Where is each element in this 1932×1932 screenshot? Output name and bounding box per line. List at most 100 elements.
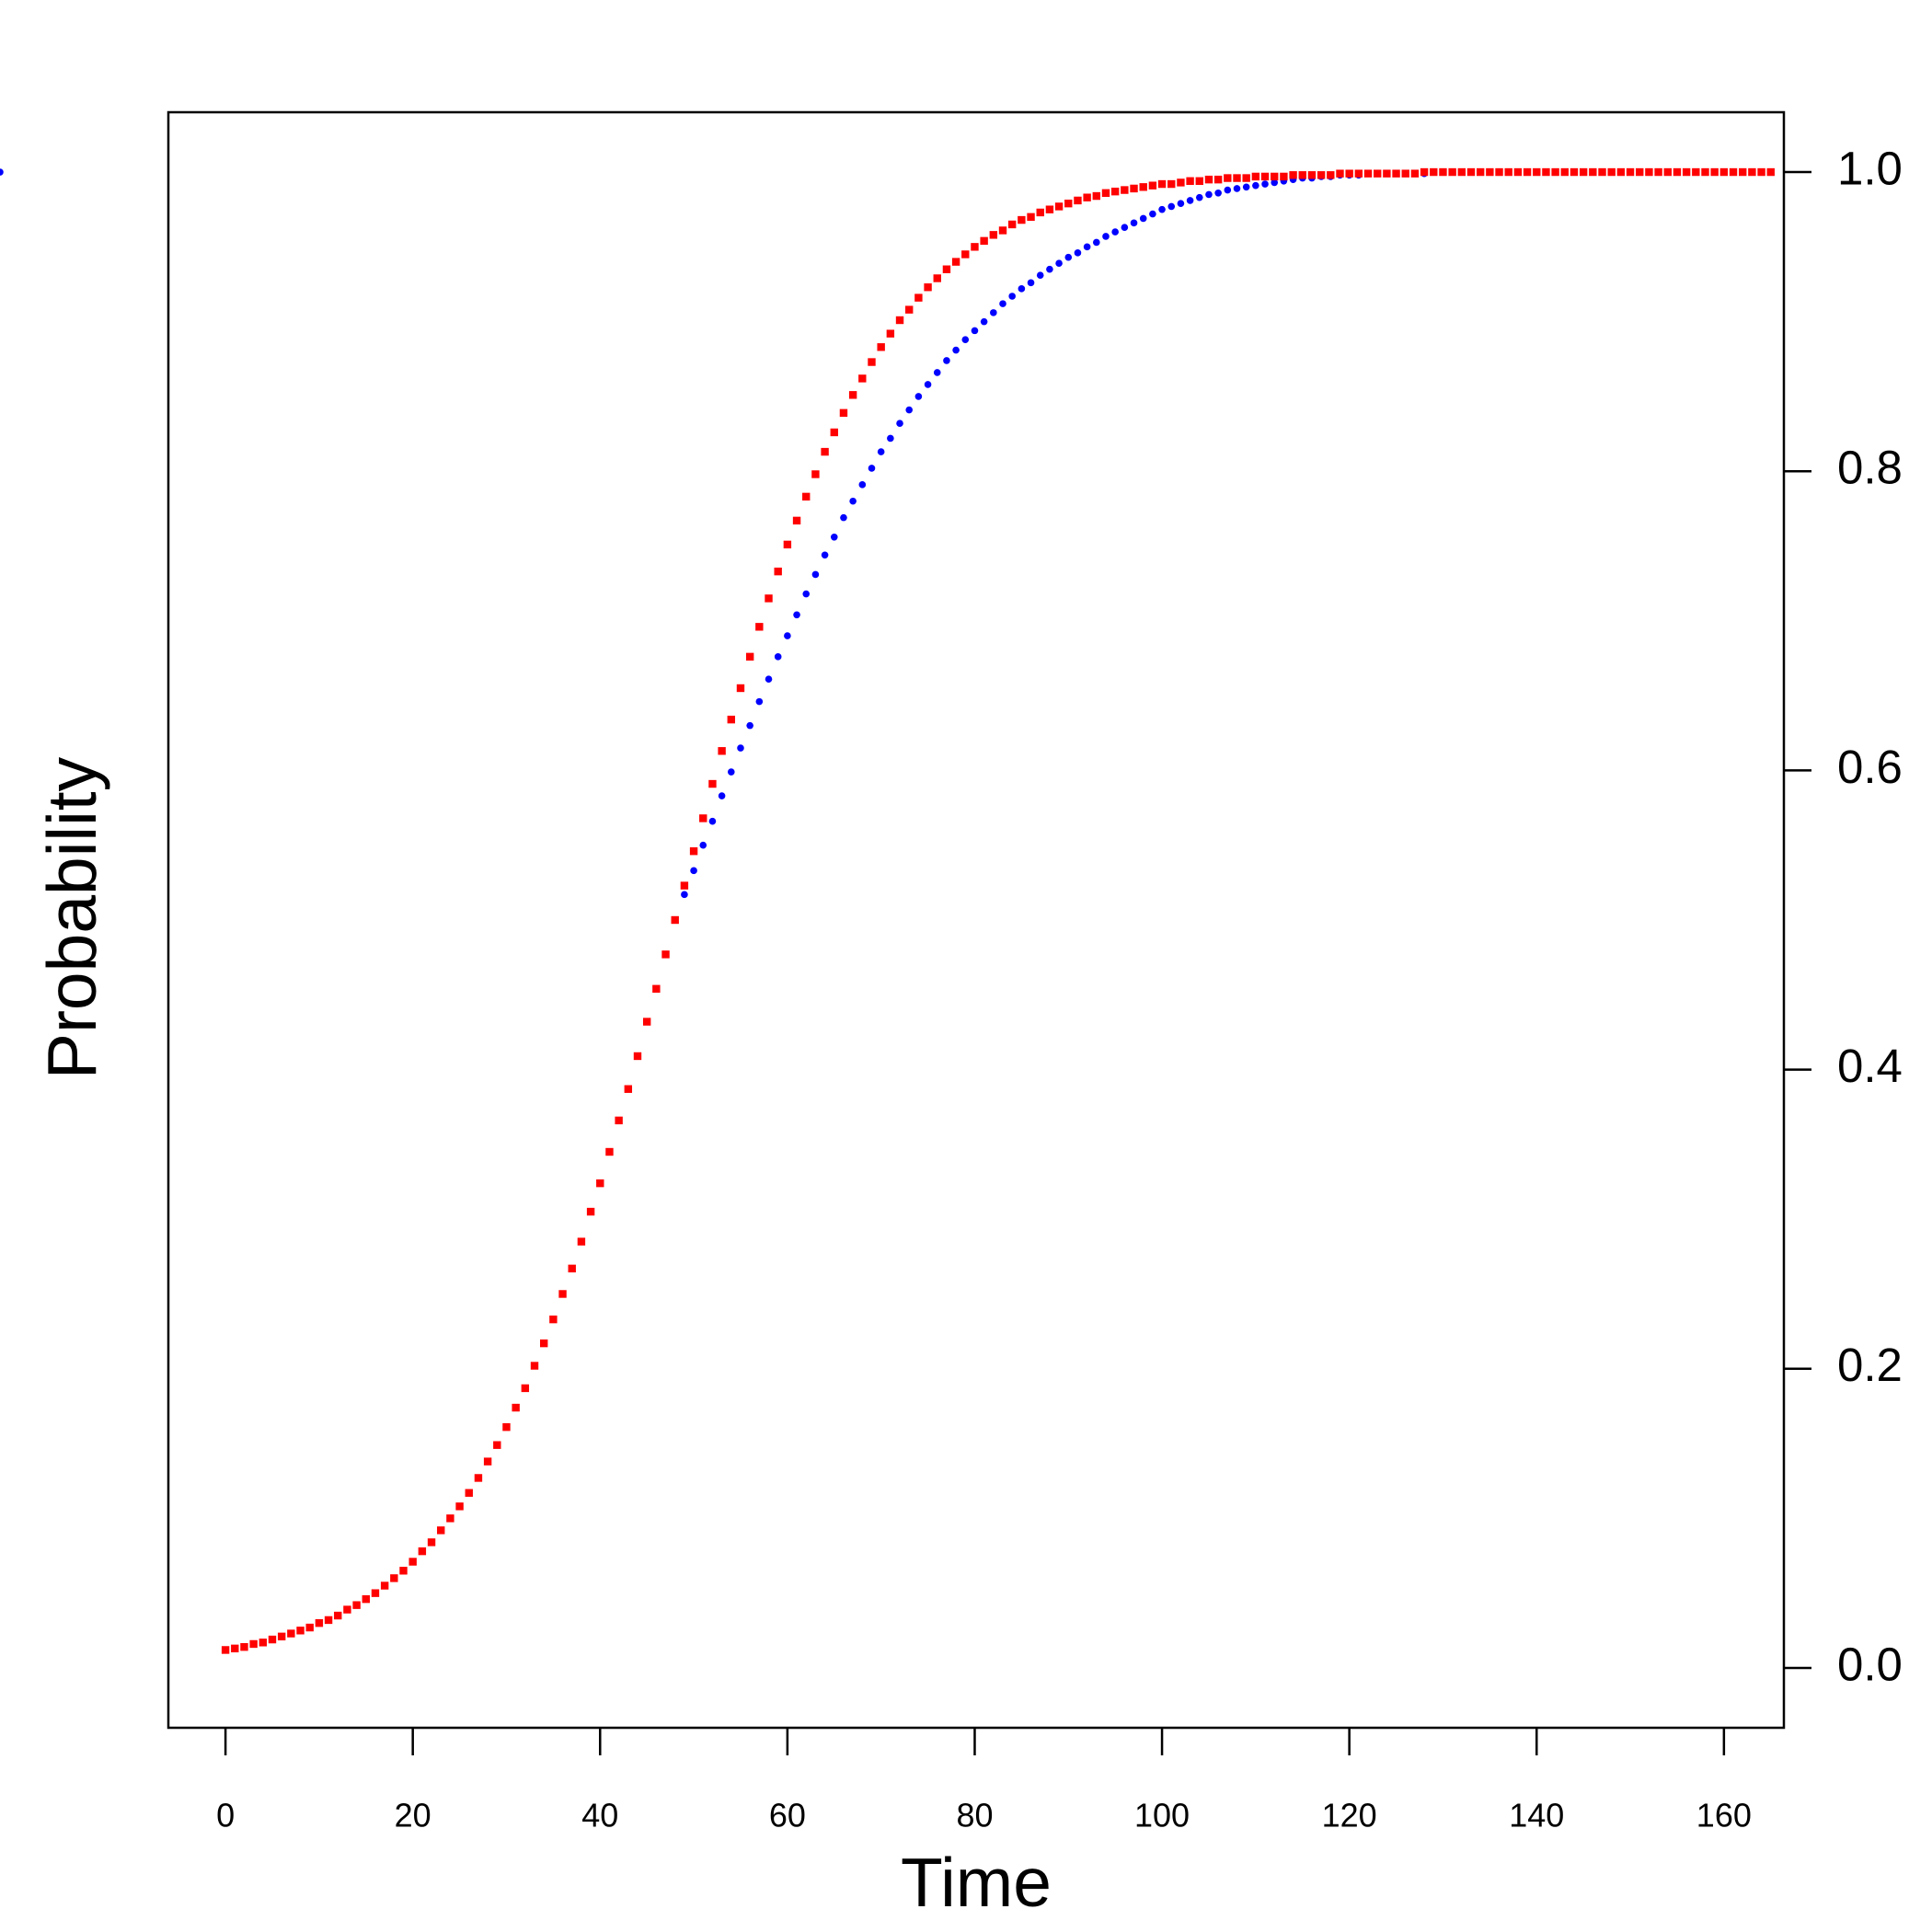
point xyxy=(1102,233,1110,240)
point xyxy=(830,428,838,437)
point xyxy=(1636,167,1644,177)
point xyxy=(755,623,764,631)
point xyxy=(624,1085,633,1093)
point xyxy=(1242,183,1250,191)
point xyxy=(437,1526,445,1535)
point xyxy=(765,675,773,684)
x-tick-label: 0 xyxy=(216,1797,235,1834)
y-tick-label: 0.4 xyxy=(1837,1040,1903,1092)
point xyxy=(390,1574,398,1582)
point xyxy=(774,567,782,576)
point xyxy=(1739,167,1747,177)
point xyxy=(1083,243,1091,251)
point xyxy=(1224,186,1232,194)
y-tick-label: 0.8 xyxy=(1837,442,1903,494)
point xyxy=(1766,167,1775,177)
point xyxy=(1148,181,1157,190)
point xyxy=(1673,167,1682,177)
point xyxy=(952,346,960,354)
point xyxy=(1523,167,1532,177)
point xyxy=(774,653,782,661)
point xyxy=(427,1538,436,1547)
point xyxy=(455,1502,464,1511)
point xyxy=(1092,191,1101,201)
point xyxy=(980,236,988,246)
point xyxy=(811,470,820,478)
point xyxy=(896,420,903,427)
point xyxy=(1383,169,1391,178)
point xyxy=(1420,167,1429,177)
point xyxy=(681,891,688,899)
point xyxy=(1439,167,1447,177)
point xyxy=(858,481,867,489)
point xyxy=(1054,202,1064,211)
point xyxy=(1233,185,1241,192)
point xyxy=(840,513,847,522)
point xyxy=(483,1457,492,1466)
point xyxy=(783,540,792,549)
point xyxy=(821,447,829,456)
point xyxy=(868,465,876,472)
point xyxy=(914,293,923,302)
x-tick-label: 80 xyxy=(956,1797,993,1834)
point xyxy=(699,814,707,822)
point xyxy=(1589,167,1597,177)
point xyxy=(521,1384,530,1393)
point xyxy=(1083,193,1091,201)
point xyxy=(671,915,679,925)
point xyxy=(0,168,4,176)
point xyxy=(1204,175,1213,184)
point xyxy=(661,950,670,959)
point xyxy=(287,1629,295,1638)
x-tick-label: 160 xyxy=(1696,1797,1752,1834)
point xyxy=(1598,167,1606,177)
point xyxy=(1533,167,1541,177)
point xyxy=(1205,190,1213,199)
point xyxy=(728,768,735,776)
point xyxy=(1271,172,1279,181)
point xyxy=(1055,259,1063,268)
point xyxy=(1261,180,1269,188)
point xyxy=(1195,193,1203,201)
point xyxy=(1224,174,1232,182)
point xyxy=(465,1489,473,1497)
point xyxy=(1149,210,1156,218)
point xyxy=(680,881,689,890)
point xyxy=(474,1474,483,1482)
point xyxy=(1008,293,1016,300)
point xyxy=(1682,167,1691,177)
point xyxy=(1430,167,1438,177)
point xyxy=(1345,169,1353,178)
point xyxy=(1195,177,1203,185)
point xyxy=(849,497,857,505)
point xyxy=(334,1611,342,1620)
point xyxy=(868,358,876,366)
point xyxy=(943,357,950,364)
point xyxy=(895,316,904,325)
point xyxy=(737,744,744,752)
point xyxy=(1213,175,1223,184)
point xyxy=(352,1601,361,1609)
point xyxy=(887,434,894,443)
point xyxy=(1093,238,1100,247)
point xyxy=(633,1052,642,1061)
point xyxy=(689,847,698,856)
x-tick-label: 60 xyxy=(769,1797,806,1834)
point xyxy=(1074,249,1082,257)
point xyxy=(1448,167,1456,177)
point xyxy=(1374,169,1382,178)
point xyxy=(1018,285,1026,293)
point xyxy=(1570,167,1579,177)
point xyxy=(1177,178,1185,187)
point xyxy=(1121,186,1129,194)
point xyxy=(1307,171,1317,179)
point xyxy=(493,1441,501,1449)
point xyxy=(343,1605,351,1614)
point xyxy=(1513,167,1523,177)
point xyxy=(1167,202,1176,211)
point xyxy=(1130,184,1138,193)
point xyxy=(642,1018,651,1026)
point xyxy=(1466,167,1476,177)
point xyxy=(418,1547,427,1556)
point xyxy=(1167,179,1176,189)
